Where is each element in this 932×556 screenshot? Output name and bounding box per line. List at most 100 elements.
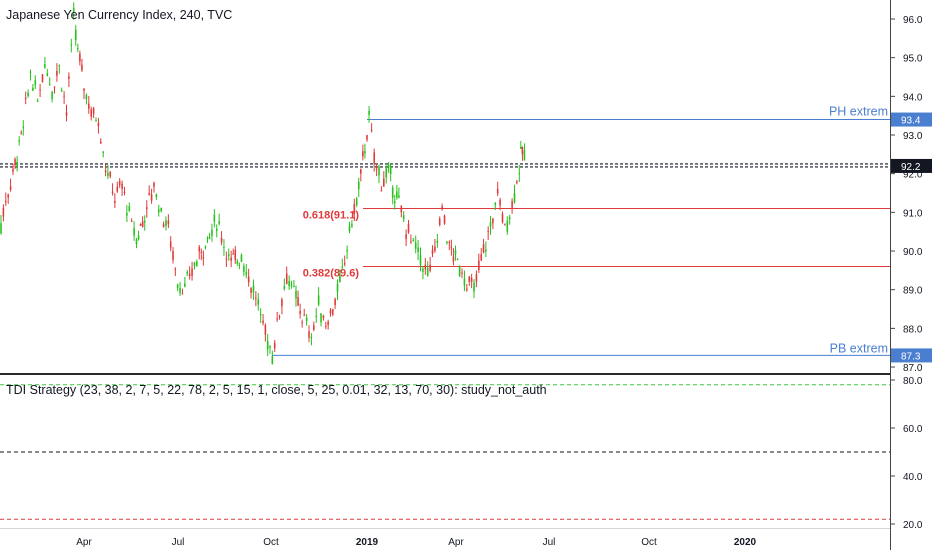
price-axis[interactable]: 87.0 88.0 89.0 90.0 91.0 92.0 93.0 94.0 95.0 96.0… xyxy=(890,0,932,550)
candle-body xyxy=(336,283,339,292)
candle-body xyxy=(176,284,179,288)
candle-body xyxy=(88,103,90,109)
candle-body xyxy=(339,275,341,283)
candle-body xyxy=(434,246,436,251)
ph-extreme-label: PH extrem xyxy=(829,105,888,119)
candle-body xyxy=(157,209,160,213)
candle-body xyxy=(79,53,81,62)
candle-body xyxy=(466,288,468,291)
candle-body xyxy=(383,178,385,187)
candle-body xyxy=(160,208,162,212)
candle-body xyxy=(218,221,220,224)
fib-618-label: 0.618(91.1) xyxy=(303,209,360,221)
candle-body xyxy=(100,141,102,144)
candle-body xyxy=(320,313,322,323)
candle-body xyxy=(245,272,248,275)
candle-body xyxy=(364,151,366,154)
candle-body xyxy=(234,249,237,261)
candle-body xyxy=(297,297,299,306)
candle-body xyxy=(225,258,228,260)
candle-body xyxy=(368,110,370,115)
candle-body xyxy=(496,188,499,194)
time-tick-label: Jul xyxy=(543,537,556,548)
candle-body xyxy=(137,235,140,239)
candle-body xyxy=(202,256,205,259)
candle-body xyxy=(262,320,264,324)
time-tick-label: Oct xyxy=(263,537,279,548)
candle-body xyxy=(385,168,388,178)
price-tick-label: 91.0 xyxy=(903,208,923,219)
candle-body xyxy=(308,331,310,338)
price-tick-label: 92.0 xyxy=(903,170,923,181)
candle-body xyxy=(482,244,485,253)
candle-body xyxy=(259,313,262,315)
candle-body xyxy=(281,299,283,307)
candle-body xyxy=(32,87,34,91)
candle-body xyxy=(114,200,116,203)
candle-body xyxy=(145,207,148,210)
candle-body xyxy=(109,171,112,177)
candle-body xyxy=(141,221,144,227)
candle-body xyxy=(504,223,506,225)
candle-body xyxy=(165,220,167,227)
candle-body xyxy=(410,241,412,243)
candle-body xyxy=(310,336,313,339)
indicator-tick-label: 60.0 xyxy=(903,424,923,435)
time-tick-label: 2019 xyxy=(356,537,379,548)
candle-body xyxy=(46,73,49,76)
price-chart[interactable]: PH extrem PB extrem 0.618(91.1) 0.382(89.6) xyxy=(0,0,890,373)
candle-body xyxy=(118,180,121,186)
candle-body xyxy=(116,186,119,192)
ph-extreme-badge-text: 93.4 xyxy=(901,116,921,127)
candle-body xyxy=(196,261,198,267)
candle-body xyxy=(400,206,403,213)
candle-body xyxy=(126,212,128,216)
candle-body xyxy=(299,310,301,314)
candle-body xyxy=(463,278,466,286)
candle-body xyxy=(51,91,53,99)
price-tick-label: 89.0 xyxy=(903,286,923,297)
candle-body xyxy=(478,260,480,271)
candle-body xyxy=(236,261,239,264)
candle-body xyxy=(150,194,153,201)
candle-body xyxy=(133,228,135,236)
candle-body xyxy=(370,129,373,131)
candle-body xyxy=(155,194,158,198)
candle-body xyxy=(85,94,88,99)
candle-body xyxy=(223,246,225,248)
candle-body xyxy=(366,135,368,140)
candle-body xyxy=(485,249,487,252)
candle-body xyxy=(378,166,380,176)
candle-body xyxy=(357,181,360,190)
candle-body xyxy=(191,268,193,276)
price-pane[interactable]: PH extrem PB extrem 0.618(91.1) 0.382(89.6) xyxy=(0,0,890,373)
time-axis[interactable]: Apr Jul Oct 2019 Apr Jul Oct 2020 xyxy=(0,528,890,551)
candle-body xyxy=(104,170,107,173)
candle-body xyxy=(102,151,105,153)
candle-body xyxy=(317,295,320,305)
indicator-title: TDI Strategy (23, 38, 2, 7, 5, 22, 78, 2… xyxy=(6,383,547,397)
price-tick-label: 88.0 xyxy=(903,324,923,335)
candle-body xyxy=(24,97,27,99)
candle-body xyxy=(232,253,235,255)
candle-body xyxy=(9,186,12,190)
candle-body xyxy=(355,198,358,205)
indicator-tick-label: 20.0 xyxy=(903,520,923,531)
indicator-chart[interactable] xyxy=(0,377,890,527)
candle-body xyxy=(431,249,434,254)
candle-body xyxy=(90,109,93,117)
candle-body xyxy=(331,308,334,315)
candle-body xyxy=(405,234,407,240)
candle-body xyxy=(48,83,51,85)
candle-body xyxy=(283,285,286,289)
candle-body xyxy=(188,273,191,277)
candle-body xyxy=(135,239,138,245)
candle-body xyxy=(169,241,172,248)
candle-body xyxy=(327,321,329,325)
candle-body xyxy=(480,254,483,261)
pane-separator[interactable] xyxy=(0,373,890,375)
candle-body xyxy=(373,152,376,164)
candle-body xyxy=(83,88,85,91)
indicator-pane[interactable] xyxy=(0,377,890,527)
candle-body xyxy=(276,318,278,320)
